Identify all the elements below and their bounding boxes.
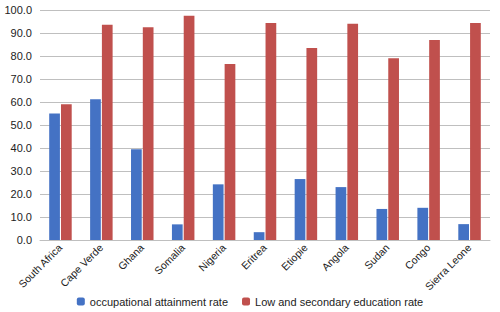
svg-text:20.0: 20.0 (11, 188, 32, 200)
svg-text:Cape Verde: Cape Verde (58, 242, 105, 289)
svg-text:10.0: 10.0 (11, 211, 32, 223)
svg-text:30.0: 30.0 (11, 165, 32, 177)
svg-text:40.0: 40.0 (11, 142, 32, 154)
svg-text:0.0: 0.0 (17, 234, 32, 246)
svg-text:Sierra Leone: Sierra Leone (423, 242, 473, 292)
svg-text:80.0: 80.0 (11, 50, 32, 62)
svg-text:South Africa: South Africa (17, 242, 65, 290)
svg-text:100.0: 100.0 (4, 4, 32, 16)
svg-text:Nigeria: Nigeria (197, 242, 228, 273)
svg-text:60.0: 60.0 (11, 96, 32, 108)
svg-text:Congo: Congo (403, 242, 433, 272)
svg-text:70.0: 70.0 (11, 73, 32, 85)
svg-text:Ghana: Ghana (116, 242, 146, 272)
svg-text:50.0: 50.0 (11, 119, 32, 131)
svg-text:occupational attainment rate: occupational attainment rate (90, 296, 228, 308)
svg-text:Sudan: Sudan (362, 242, 391, 271)
svg-text:Angola: Angola (320, 242, 351, 273)
svg-text:Etiopie: Etiopie (279, 242, 310, 273)
svg-text:Somalia: Somalia (152, 242, 187, 277)
svg-text:90.0: 90.0 (11, 27, 32, 39)
svg-text:Low and secondary education ra: Low and secondary education rate (255, 296, 423, 308)
svg-text:Eritrea: Eritrea (239, 242, 269, 272)
